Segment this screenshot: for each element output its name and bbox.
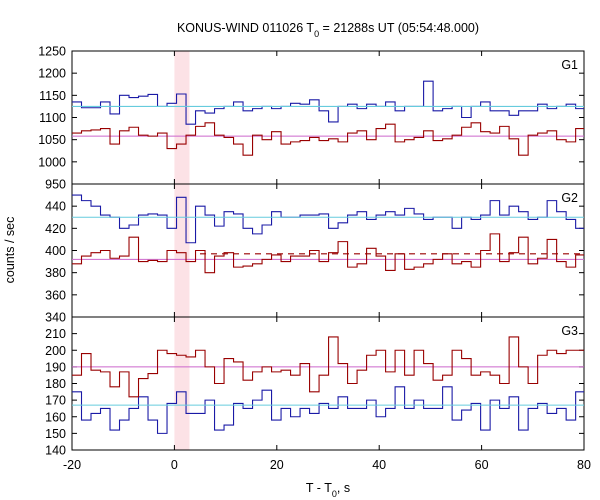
y-tick-label: 210	[45, 327, 66, 341]
x-tick-label: 80	[577, 458, 591, 472]
y-tick-label: 1050	[38, 133, 66, 147]
burst-interval-band	[174, 51, 190, 450]
x-axis-title-rest: , s	[337, 481, 350, 495]
y-tick-label: 1000	[38, 155, 66, 169]
y-tick-label: 200	[45, 344, 66, 358]
y-tick-label: 950	[45, 178, 66, 192]
y-tick-label: 150	[45, 427, 66, 441]
y-tick-label: 380	[45, 266, 66, 280]
y-tick-label: 180	[45, 377, 66, 391]
panel-label: G3	[561, 324, 578, 338]
count-rate-histogram	[72, 233, 584, 274]
x-axis: -20 0 20 40 60 80	[63, 458, 591, 472]
x-axis-title: T - T0, s	[306, 481, 350, 499]
x-axis-title-subscript: 0	[332, 489, 337, 499]
panel-frame	[71, 50, 585, 185]
chart-title-rest: = 21288s UT (05:54:48.000)	[319, 21, 479, 35]
y-tick-label: 170	[45, 394, 66, 408]
panel-label: G1	[561, 58, 578, 72]
burst-highlight-layer	[174, 51, 190, 450]
panels-group: 950 1000 1050 1100 1150 1200 1250 G1 340 360 380 40…	[38, 45, 585, 458]
count-rate-histogram	[72, 386, 584, 434]
count-rate-histogram	[72, 80, 584, 125]
chart-title: KONUS-WIND 011026 T0 = 21288s UT (05:54:…	[177, 21, 479, 39]
x-tick-label: 20	[270, 458, 284, 472]
y-tick-label: 190	[45, 360, 66, 374]
y-tick-label: 420	[45, 222, 66, 236]
panel-frame	[71, 183, 585, 318]
count-rate-histogram	[72, 194, 584, 244]
x-axis-title-main: T - T	[306, 481, 332, 495]
y-tick-label: 1150	[39, 89, 66, 103]
y-tick-label: 400	[45, 244, 66, 258]
y-tick-label: 1250	[38, 45, 66, 59]
x-tick-label: 40	[372, 458, 386, 472]
chart-title-main: KONUS-WIND 011026 T	[177, 21, 314, 35]
y-axis-title: counts / sec	[3, 217, 17, 284]
panel-g2: 340 360 380 400 420 440 G2	[45, 183, 585, 325]
panel-g1: 950 1000 1050 1100 1150 1200 1250 G1	[38, 45, 585, 192]
y-tick-label: 1200	[38, 67, 66, 81]
x-tick-label: 60	[475, 458, 489, 472]
panel-label: G2	[561, 191, 578, 205]
count-rate-histogram	[72, 122, 584, 156]
y-tick-label: 440	[45, 200, 66, 214]
y-tick-label: 140	[45, 444, 66, 458]
y-tick-label: 340	[45, 311, 66, 325]
y-tick-label: 160	[45, 410, 66, 424]
x-tick-label: 0	[171, 458, 178, 472]
x-tick-label: -20	[63, 458, 81, 472]
y-tick-label: 1100	[39, 111, 66, 125]
y-tick-label: 360	[45, 288, 66, 302]
count-rate-histogram	[72, 336, 584, 398]
panel-g3: 140 150 160 170 180 190 200 210 G3	[45, 316, 585, 458]
chart-title-subscript: 0	[314, 29, 319, 39]
